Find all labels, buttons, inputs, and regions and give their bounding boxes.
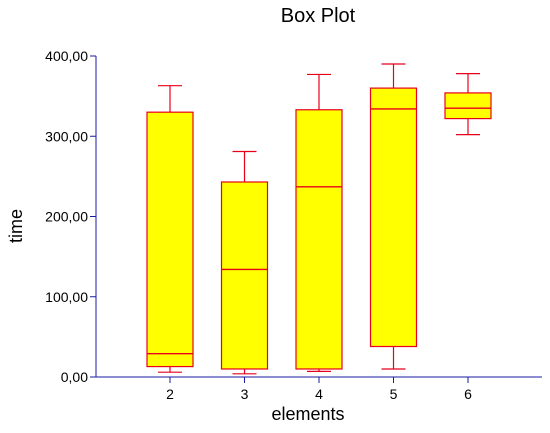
iqr-box: [220, 181, 269, 370]
y-axis-ticks: 0,00 100,00 200,00 300,00 400,00: [45, 48, 96, 385]
box-6: [444, 73, 492, 136]
y-axis-label: time: [6, 209, 26, 243]
y-tick-label: 100,00: [45, 289, 88, 305]
iqr-box: [146, 111, 194, 368]
y-tick-label: 400,00: [45, 48, 88, 64]
box-4: [295, 73, 343, 372]
x-tick-label: 4: [315, 386, 323, 402]
iqr-box: [295, 109, 343, 370]
box-2: [146, 85, 194, 373]
chart-title: Box Plot: [281, 5, 356, 27]
boxes-group: [146, 63, 492, 375]
box-5: [369, 63, 418, 370]
y-tick-label: 300,00: [45, 128, 88, 144]
y-tick-label: 0,00: [61, 369, 88, 385]
x-tick-label: 5: [390, 386, 398, 402]
x-tick-label: 2: [166, 386, 174, 402]
x-tick-label: 3: [241, 386, 249, 402]
box-3: [220, 150, 269, 375]
x-tick-label: 6: [464, 386, 472, 402]
iqr-box: [369, 87, 418, 348]
iqr-box: [444, 92, 492, 120]
y-tick-label: 200,00: [45, 209, 88, 225]
x-axis-label: elements: [271, 404, 344, 424]
x-axis-ticks: 2 3 4 5 6: [166, 377, 472, 402]
